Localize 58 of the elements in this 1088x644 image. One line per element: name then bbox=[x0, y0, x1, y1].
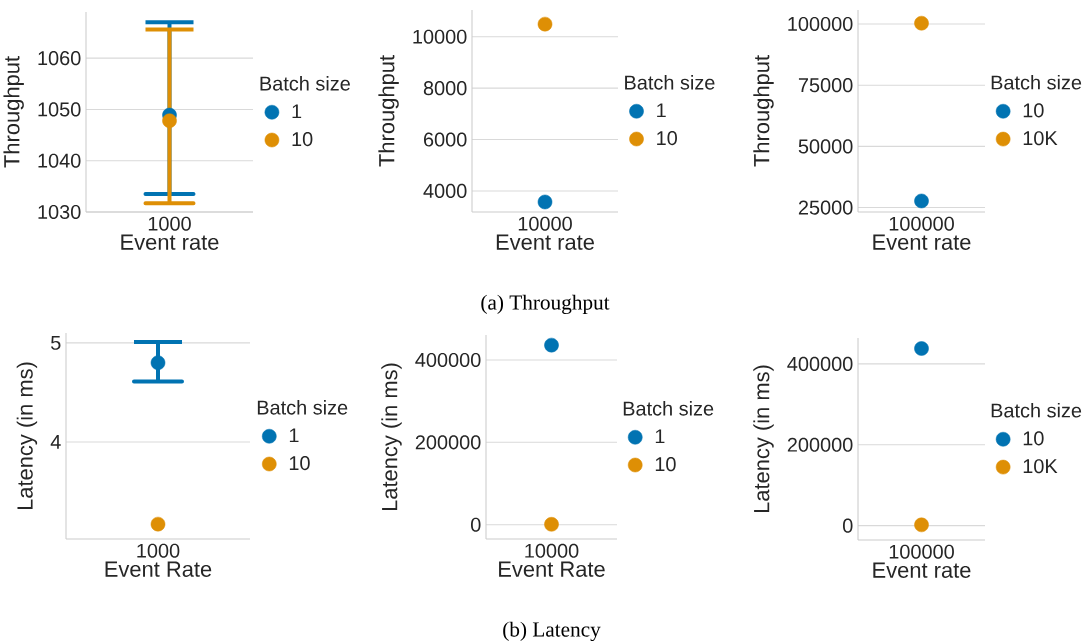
text: (a) Throughput bbox=[481, 294, 610, 315]
y-tick-label: 25000 bbox=[798, 200, 853, 215]
y-tick-label: 6000 bbox=[424, 132, 467, 147]
y-tick-label: 200000 bbox=[787, 437, 853, 452]
legend-label: 10K bbox=[1023, 459, 1058, 474]
y-axis-title: Latency (in ms) bbox=[381, 363, 402, 511]
y-tick-label: 1040 bbox=[38, 153, 81, 168]
x-axis-title: Event rate bbox=[873, 562, 971, 578]
y-tick-label: 1060 bbox=[38, 51, 81, 66]
y-axis-title: Throughput bbox=[753, 55, 774, 167]
legend-title: Batch size bbox=[257, 400, 348, 415]
y-axis-title: Throughput bbox=[3, 56, 24, 168]
y-tick-label: 0 bbox=[471, 517, 481, 532]
y-tick-label: 50000 bbox=[798, 139, 853, 154]
y-axis-title: Throughput bbox=[378, 55, 399, 167]
x-axis-title: Event rate bbox=[496, 234, 594, 250]
legend-label: 10K bbox=[1023, 131, 1058, 146]
y-axis-title: Latency (in ms) bbox=[753, 365, 774, 513]
y-tick-label: 1050 bbox=[38, 102, 81, 117]
y-tick-label: 10000 bbox=[413, 29, 467, 44]
x-axis-title: Event Rate bbox=[105, 561, 212, 577]
y-tick-label: 5 bbox=[51, 335, 61, 350]
legend-label: 10 bbox=[655, 457, 676, 472]
y-tick-label: 8000 bbox=[423, 81, 467, 96]
y-tick-label: 4 bbox=[50, 435, 61, 449]
legend-label: 1 bbox=[657, 103, 666, 118]
y-tick-label: 200000 bbox=[415, 435, 481, 450]
legend-label: 10 bbox=[289, 456, 310, 471]
x-tick-label: 10000 bbox=[525, 543, 579, 558]
x-tick-label: 100000 bbox=[889, 544, 954, 559]
text: (b) Latency bbox=[503, 621, 601, 642]
legend-title: Batch size bbox=[260, 76, 350, 91]
y-tick-label: 4000 bbox=[423, 183, 467, 198]
x-axis-title: Event rate bbox=[873, 234, 971, 250]
legend-title: Batch size bbox=[991, 74, 1082, 90]
x-axis-title: Event Rate bbox=[499, 561, 605, 577]
x-tick-label: 100000 bbox=[889, 216, 954, 231]
x-axis-title: Event rate bbox=[121, 234, 219, 250]
y-axis-title: Latency (in ms) bbox=[16, 362, 38, 510]
legend-label: 1 bbox=[292, 104, 302, 119]
x-tick-label: 1000 bbox=[137, 543, 180, 558]
x-tick-label: 1000 bbox=[148, 216, 191, 231]
legend-title: Batch size bbox=[625, 75, 715, 90]
legend-label: 1 bbox=[655, 429, 665, 444]
legend-label: 1 bbox=[289, 428, 299, 443]
legend-title: Batch size bbox=[991, 402, 1082, 418]
y-tick-label: 100000 bbox=[788, 16, 853, 31]
legend-title: Batch size bbox=[623, 401, 714, 416]
legend-label: 10 bbox=[657, 131, 677, 146]
y-tick-label: 75000 bbox=[798, 78, 853, 93]
legend-label: 10 bbox=[292, 132, 313, 147]
x-tick-label: 10000 bbox=[518, 216, 572, 231]
legend-label: 10 bbox=[1023, 431, 1044, 446]
y-tick-label: 400000 bbox=[415, 352, 481, 368]
y-tick-label: 0 bbox=[843, 518, 853, 533]
y-tick-label: 1030 bbox=[38, 204, 81, 220]
y-tick-label: 400000 bbox=[787, 356, 853, 371]
legend-label: 10 bbox=[1023, 103, 1044, 118]
